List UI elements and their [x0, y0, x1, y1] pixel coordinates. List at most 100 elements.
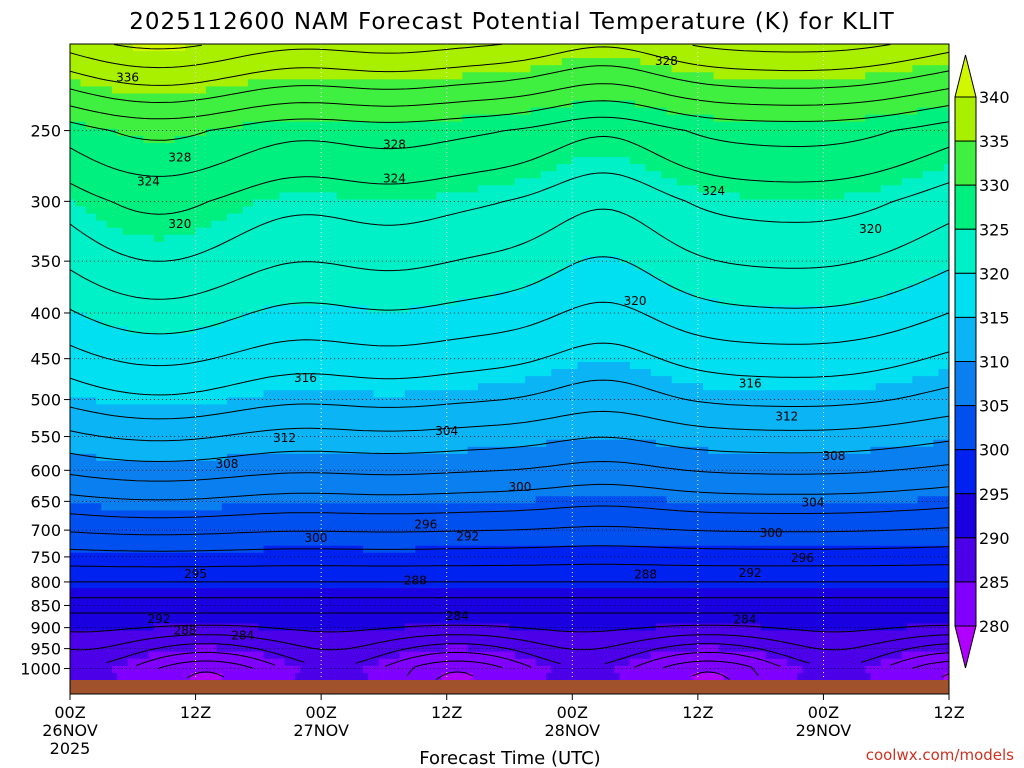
field-cell — [854, 128, 861, 137]
field-cell — [425, 72, 432, 80]
field-cell — [640, 135, 647, 144]
field-cell — [886, 206, 893, 215]
field-cell — [640, 44, 647, 52]
field-cell — [724, 241, 730, 250]
field-cell — [635, 44, 641, 52]
field-cell — [368, 121, 375, 130]
field-cell — [70, 164, 76, 172]
field-cell — [587, 51, 594, 59]
field-cell — [671, 121, 678, 130]
field-cell — [462, 135, 469, 144]
field-cell — [922, 142, 929, 151]
field-cell — [300, 227, 307, 236]
field-cell — [221, 234, 228, 243]
field-cell — [106, 171, 113, 179]
field-cell — [174, 192, 181, 201]
field-cell — [253, 192, 259, 201]
field-cell — [253, 100, 259, 109]
field-cell — [896, 241, 903, 250]
field-cell — [593, 227, 600, 236]
field-cell — [755, 58, 762, 66]
field-cell — [96, 213, 102, 222]
field-cell — [310, 220, 317, 229]
field-cell — [844, 220, 851, 229]
field-cell — [404, 164, 411, 172]
field-cell — [148, 171, 155, 179]
field-cell — [608, 220, 615, 229]
field-cell — [200, 86, 207, 95]
field-cell — [676, 86, 683, 95]
field-cell — [608, 178, 615, 186]
field-cell — [812, 199, 819, 208]
field-cell — [363, 199, 369, 208]
field-cell — [315, 234, 322, 243]
field-cell — [279, 100, 286, 109]
field-cell — [310, 199, 317, 208]
field-cell — [342, 248, 348, 257]
field-cell — [650, 199, 657, 208]
field-cell — [153, 93, 160, 102]
field-cell — [556, 93, 563, 102]
field-cell — [907, 178, 913, 186]
field-cell — [472, 44, 479, 52]
field-cell — [169, 142, 176, 151]
field-cell — [389, 44, 395, 52]
field-cell — [755, 185, 762, 193]
field-cell — [363, 93, 369, 102]
field-cell — [169, 79, 176, 87]
field-cell — [629, 171, 636, 179]
field-cell — [472, 128, 479, 137]
field-cell — [169, 150, 176, 158]
field-cell — [410, 79, 416, 87]
field-cell — [509, 142, 516, 151]
field-cell — [483, 128, 490, 137]
field-cell — [645, 121, 652, 130]
field-cell — [635, 157, 641, 165]
field-cell — [854, 44, 861, 52]
field-cell — [849, 150, 856, 158]
field-cell — [739, 178, 746, 186]
field-cell — [415, 185, 422, 193]
field-cell — [399, 135, 406, 144]
field-cell — [938, 171, 945, 179]
field-cell — [373, 65, 380, 73]
field-cell — [844, 72, 851, 80]
field-cell — [232, 178, 239, 186]
field-cell — [373, 234, 380, 243]
field-cell — [143, 185, 150, 193]
field-cell — [90, 114, 97, 123]
field-cell — [383, 44, 390, 52]
field-cell — [321, 150, 327, 158]
field-cell — [122, 248, 129, 257]
field-cell — [708, 248, 715, 257]
field-cell — [284, 185, 291, 193]
field-cell — [812, 142, 819, 151]
field-cell — [682, 150, 688, 158]
field-cell — [729, 206, 736, 215]
field-cell — [587, 171, 594, 179]
field-cell — [629, 51, 636, 59]
field-cell — [792, 128, 798, 137]
field-cell — [242, 241, 249, 250]
field-cell — [828, 93, 835, 102]
field-cell — [467, 227, 474, 236]
field-cell — [441, 234, 448, 243]
field-cell — [901, 206, 908, 215]
field-cell — [849, 51, 856, 59]
field-cell — [153, 86, 160, 95]
field-cell — [933, 79, 940, 87]
field-cell — [117, 72, 123, 80]
field-cell — [608, 213, 615, 222]
field-cell — [111, 93, 118, 102]
field-cell — [96, 227, 102, 236]
field-cell — [598, 114, 605, 123]
field-cell — [101, 150, 108, 158]
field-cell — [331, 185, 338, 193]
field-cell — [85, 241, 92, 250]
field-cell — [661, 157, 668, 165]
field-cell — [352, 171, 359, 179]
field-cell — [153, 100, 160, 109]
field-cell — [839, 192, 845, 201]
field-cell — [635, 241, 641, 250]
field-cell — [608, 93, 615, 102]
